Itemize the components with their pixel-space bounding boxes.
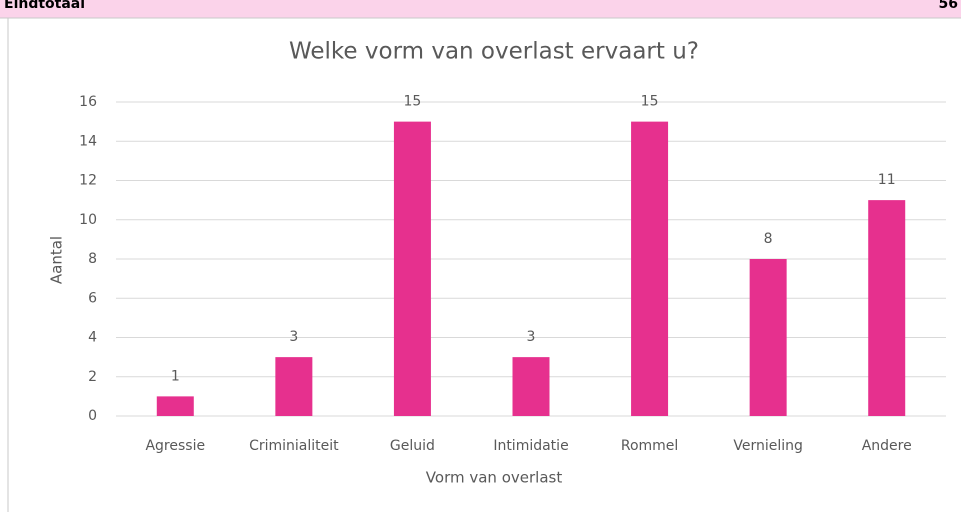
data-label: 15: [404, 94, 422, 110]
bar: [512, 357, 550, 416]
header-total: 56: [939, 0, 958, 12]
y-tick-label: 10: [79, 212, 97, 228]
data-label: 8: [764, 231, 773, 247]
y-tick-label: 2: [88, 369, 97, 385]
data-label: 3: [289, 329, 298, 345]
x-axis-title: Vorm van overlast: [426, 469, 563, 487]
y-axis-title: Aantal: [48, 236, 66, 284]
data-label: 11: [878, 172, 896, 188]
bar: [393, 121, 431, 416]
x-tick-label: Intimidatie: [493, 438, 568, 454]
y-tick-label: 6: [88, 290, 97, 306]
header-strip: [0, 0, 961, 18]
x-tick-label: Rommel: [621, 438, 678, 454]
x-tick-label: Agressie: [145, 438, 205, 454]
y-tick-label: 4: [88, 330, 97, 346]
bar: [749, 259, 787, 416]
bar: [868, 200, 906, 416]
bar: [631, 121, 669, 416]
x-tick-label: Criminialiteit: [249, 438, 339, 454]
bar: [156, 396, 194, 416]
data-label: 1: [171, 368, 180, 384]
chart-title: Welke vorm van overlast ervaart u?: [289, 39, 699, 65]
data-label: 3: [527, 329, 536, 345]
y-tick-label: 14: [79, 133, 97, 149]
x-tick-label: Andere: [862, 438, 912, 454]
header-label: Eindtotaal: [4, 0, 85, 12]
y-tick-label: 8: [88, 251, 97, 267]
y-tick-label: 0: [88, 408, 97, 424]
data-label: 15: [641, 94, 659, 110]
y-tick-label: 12: [79, 173, 97, 189]
x-tick-label: Geluid: [390, 438, 435, 454]
x-tick-label: Vernieling: [733, 438, 803, 454]
bar: [275, 357, 313, 416]
y-tick-label: 16: [79, 94, 97, 110]
